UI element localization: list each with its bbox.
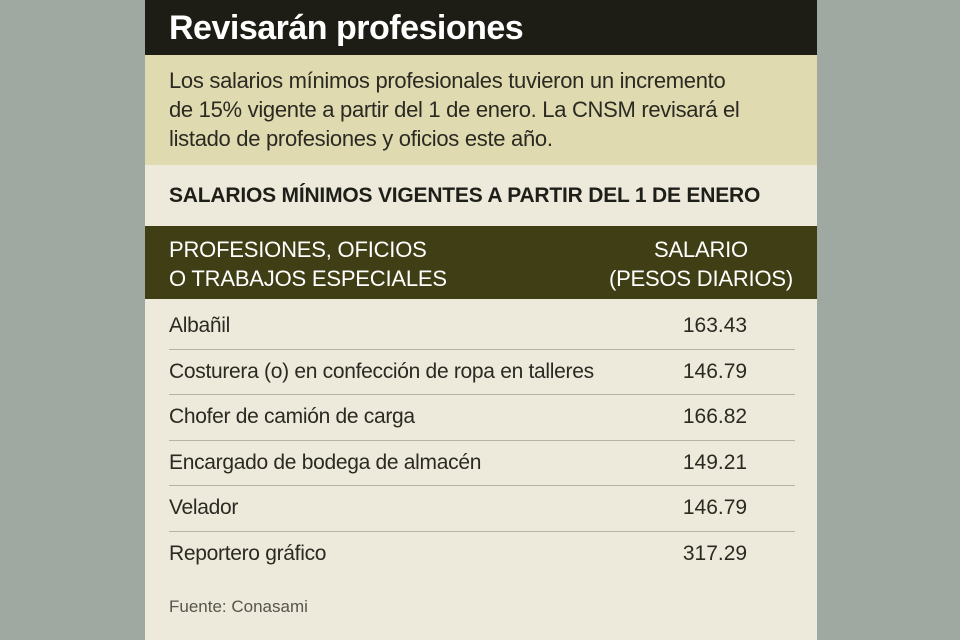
profession-name: Costurera (o) en confección de ropa en t…	[169, 359, 594, 383]
table-row: Albañil 163.43	[169, 304, 795, 350]
profession-name: Encargado de bodega de almacén	[169, 450, 482, 474]
salary-value: 317.29	[682, 541, 748, 565]
page-title: Revisarán profesiones	[169, 9, 524, 47]
table-row: Encargado de bodega de almacén 149.21	[169, 441, 795, 486]
infographic-card: Revisarán profesiones Los salarios mínim…	[145, 0, 817, 640]
salary-value: 149.21	[682, 450, 748, 474]
column-header-profession: PROFESIONES, OFICIOS O TRABAJOS ESPECIAL…	[169, 235, 447, 293]
salary-value: 146.79	[682, 359, 748, 383]
column-header-line: O TRABAJOS ESPECIALES	[169, 266, 447, 291]
profession-name: Albañil	[169, 314, 230, 337]
table-header: PROFESIONES, OFICIOS O TRABAJOS ESPECIAL…	[145, 226, 817, 299]
table-body: Albañil 163.43 Costurera (o) en confecci…	[145, 304, 817, 577]
column-header-line: (PESOS DIARIOS)	[608, 266, 793, 291]
profession-name: Velador	[169, 496, 239, 519]
table-row: Costurera (o) en confección de ropa en t…	[169, 350, 795, 395]
salary-value: 166.82	[682, 405, 748, 428]
section-subtitle: SALARIOS MÍNIMOS VIGENTES A PARTIR DEL 1…	[169, 184, 761, 207]
table-row: Velador 146.79	[169, 486, 795, 532]
title-bar: Revisarán profesiones	[145, 0, 817, 55]
intro-line: listado de profesiones y oficios este añ…	[169, 126, 553, 151]
table-row: Reportero gráfico 317.29	[169, 532, 795, 578]
intro-line: de 15% vigente a partir del 1 de enero. …	[169, 97, 740, 122]
salary-value: 146.79	[682, 496, 748, 519]
salary-value: 163.43	[682, 314, 748, 337]
source-note: Fuente: Conasami	[169, 597, 308, 616]
table-row: Chofer de camión de carga 166.82	[169, 395, 795, 441]
profession-name: Reportero gráfico	[169, 541, 327, 565]
profession-name: Chofer de camión de carga	[169, 405, 415, 428]
column-header-line: SALARIO	[653, 237, 748, 262]
intro-text: Los salarios mínimos profesionales tuvie…	[169, 66, 799, 153]
intro-box: Los salarios mínimos profesionales tuvie…	[145, 55, 817, 165]
intro-line: Los salarios mínimos profesionales tuvie…	[169, 68, 726, 93]
column-header-line: PROFESIONES, OFICIOS	[169, 237, 427, 262]
column-header-salary: SALARIO (PESOS DIARIOS)	[609, 235, 793, 293]
